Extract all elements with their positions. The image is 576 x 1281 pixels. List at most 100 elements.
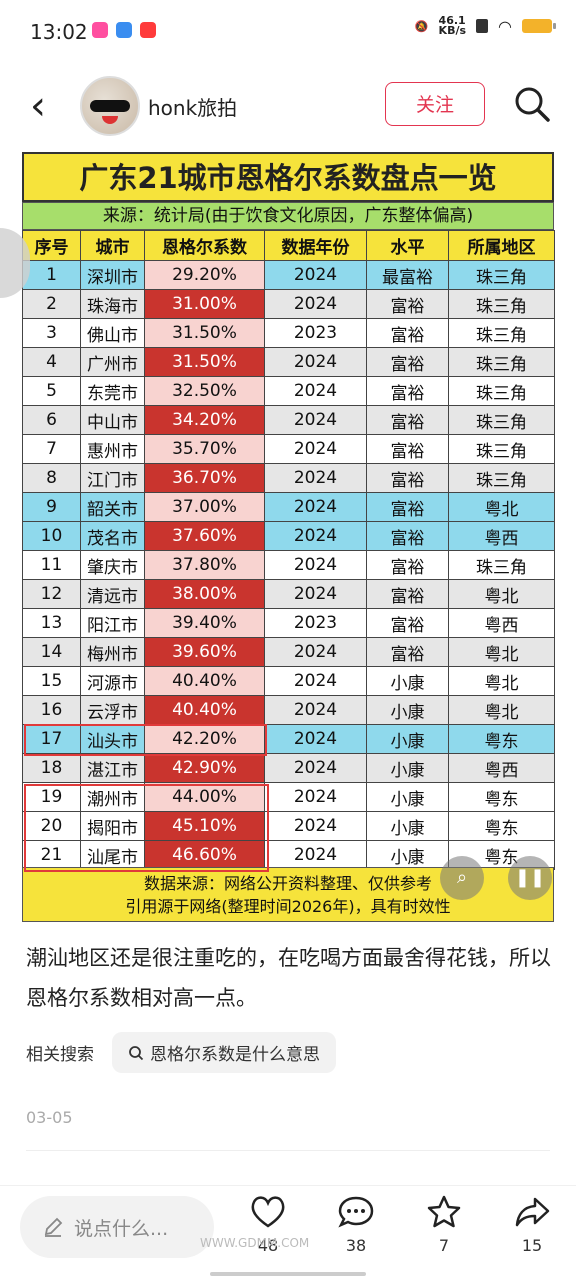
cell-level: 小康 — [366, 753, 449, 783]
cell-engel: 38.00% — [144, 579, 265, 609]
cell-engel: 39.60% — [144, 637, 265, 667]
cell-level: 富裕 — [366, 318, 449, 348]
cell-city: 汕尾市 — [80, 840, 145, 870]
cell-index: 14 — [22, 637, 81, 667]
follow-button[interactable]: 关注 — [385, 82, 485, 126]
home-indicator[interactable] — [210, 1272, 366, 1276]
cell-year: 2024 — [264, 782, 367, 812]
pause-icon[interactable]: ❚❚ — [508, 856, 552, 900]
table-row: 12 清远市 38.00% 2024 富裕 粤北 — [22, 579, 555, 609]
cell-index: 10 — [22, 521, 81, 551]
cell-year: 2024 — [264, 840, 367, 870]
cell-region: 粤北 — [448, 579, 555, 609]
cell-level: 富裕 — [366, 463, 449, 493]
cell-city: 中山市 — [80, 405, 145, 435]
heart-icon — [251, 1196, 285, 1228]
table-row: 11 肇庆市 37.80% 2024 富裕 珠三角 — [22, 550, 555, 580]
cell-level: 小康 — [366, 782, 449, 812]
col-header: 城市 — [80, 230, 145, 261]
col-header: 所属地区 — [448, 230, 555, 261]
cell-index: 13 — [22, 608, 81, 638]
footer-line-2: 引用源于网络(整理时间2026年)，具有时效性 — [125, 897, 451, 916]
cell-level: 小康 — [366, 666, 449, 696]
like-button[interactable]: 48 — [238, 1194, 298, 1255]
col-header: 数据年份 — [264, 230, 367, 261]
cell-year: 2024 — [264, 521, 367, 551]
cell-city: 深圳市 — [80, 260, 145, 290]
image-search-icon[interactable]: ⌕ — [440, 856, 484, 900]
cell-year: 2024 — [264, 637, 367, 667]
cell-region: 粤北 — [448, 492, 555, 522]
paw-icon — [116, 22, 132, 38]
cell-region: 珠三角 — [448, 376, 555, 406]
comment-bubble-icon — [338, 1196, 374, 1228]
comment-input[interactable]: 说点什么... — [20, 1196, 214, 1258]
net-speed-unit: KB/s — [438, 24, 467, 37]
favorite-button[interactable]: 7 — [414, 1194, 474, 1255]
like-count: 48 — [257, 1236, 279, 1255]
cell-level: 富裕 — [366, 521, 449, 551]
app-notification-icon — [92, 22, 108, 38]
cell-index: 12 — [22, 579, 81, 609]
search-icon — [129, 1045, 144, 1060]
table-row: 9 韶关市 37.00% 2024 富裕 粤北 — [22, 492, 555, 522]
red-app-icon — [140, 22, 156, 38]
favorite-count: 7 — [438, 1236, 450, 1255]
post-date: 03-05 — [26, 1108, 73, 1127]
comment-button[interactable]: 38 — [326, 1194, 386, 1255]
cell-engel: 44.00% — [144, 782, 265, 812]
cell-index: 20 — [22, 811, 81, 841]
cell-region: 珠三角 — [448, 260, 555, 290]
related-search-text: 恩格尔系数是什么意思 — [150, 1045, 320, 1065]
cell-engel: 35.70% — [144, 434, 265, 464]
cell-engel: 29.20% — [144, 260, 265, 290]
avatar-mouth — [102, 116, 118, 124]
bottom-action-bar: 说点什么... 48 38 7 15 — [0, 1185, 576, 1281]
wifi-icon: ◠ — [498, 16, 512, 36]
cell-level: 小康 — [366, 840, 449, 870]
cell-year: 2024 — [264, 492, 367, 522]
cell-year: 2023 — [264, 608, 367, 638]
cell-level: 富裕 — [366, 492, 449, 522]
cell-year: 2024 — [264, 753, 367, 783]
table-row: 8 江门市 36.70% 2024 富裕 珠三角 — [22, 463, 555, 493]
cell-level: 小康 — [366, 695, 449, 725]
cell-index: 7 — [22, 434, 81, 464]
cell-level: 富裕 — [366, 376, 449, 406]
cell-index: 6 — [22, 405, 81, 435]
cell-engel: 34.20% — [144, 405, 265, 435]
cell-level: 富裕 — [366, 550, 449, 580]
status-right: 🔕 46.1 KB/s ◠ — [415, 15, 556, 37]
share-button[interactable]: 15 — [502, 1194, 562, 1255]
avatar[interactable] — [80, 76, 140, 136]
cell-region: 珠三角 — [448, 434, 555, 464]
back-arrow-icon[interactable]: ‹ — [30, 83, 46, 129]
search-icon[interactable] — [512, 84, 552, 124]
cell-year: 2024 — [264, 811, 367, 841]
cell-engel: 36.70% — [144, 463, 265, 493]
cell-engel: 31.50% — [144, 347, 265, 377]
cell-index: 16 — [22, 695, 81, 725]
related-search-chip[interactable]: 恩格尔系数是什么意思 — [112, 1032, 336, 1073]
post-image[interactable]: 广东21城市恩格尔系数盘点一览 来源：统计局(由于饮食文化原因，广东整体偏高) … — [22, 152, 555, 922]
cell-year: 2024 — [264, 434, 367, 464]
cell-city: 惠州市 — [80, 434, 145, 464]
cell-region: 粤西 — [448, 521, 555, 551]
share-arrow-icon — [515, 1197, 550, 1227]
cell-year: 2024 — [264, 260, 367, 290]
table-header-row: 序号 城市 恩格尔系数 数据年份 水平 所属地区 — [22, 230, 555, 261]
cell-region: 粤北 — [448, 637, 555, 667]
cell-index: 19 — [22, 782, 81, 812]
table-row: 4 广州市 31.50% 2024 富裕 珠三角 — [22, 347, 555, 377]
post-caption: 潮汕地区还是很注重吃的，在吃喝方面最舍得花钱，所以恩格尔系数相对高一点。 — [26, 946, 551, 1010]
cell-year: 2024 — [264, 695, 367, 725]
cell-engel: 37.80% — [144, 550, 265, 580]
cell-year: 2024 — [264, 550, 367, 580]
footer-line-1: 数据来源：网络公开资料整理、仅供参考 — [143, 874, 432, 893]
author-name[interactable]: honk旅拍 — [148, 96, 238, 120]
table-row: 2 珠海市 31.00% 2024 富裕 珠三角 — [22, 289, 555, 319]
cell-level: 富裕 — [366, 637, 449, 667]
divider — [26, 1150, 550, 1151]
table-row: 14 梅州市 39.60% 2024 富裕 粤北 — [22, 637, 555, 667]
table-row: 20 揭阳市 45.10% 2024 小康 粤东 — [22, 811, 555, 841]
